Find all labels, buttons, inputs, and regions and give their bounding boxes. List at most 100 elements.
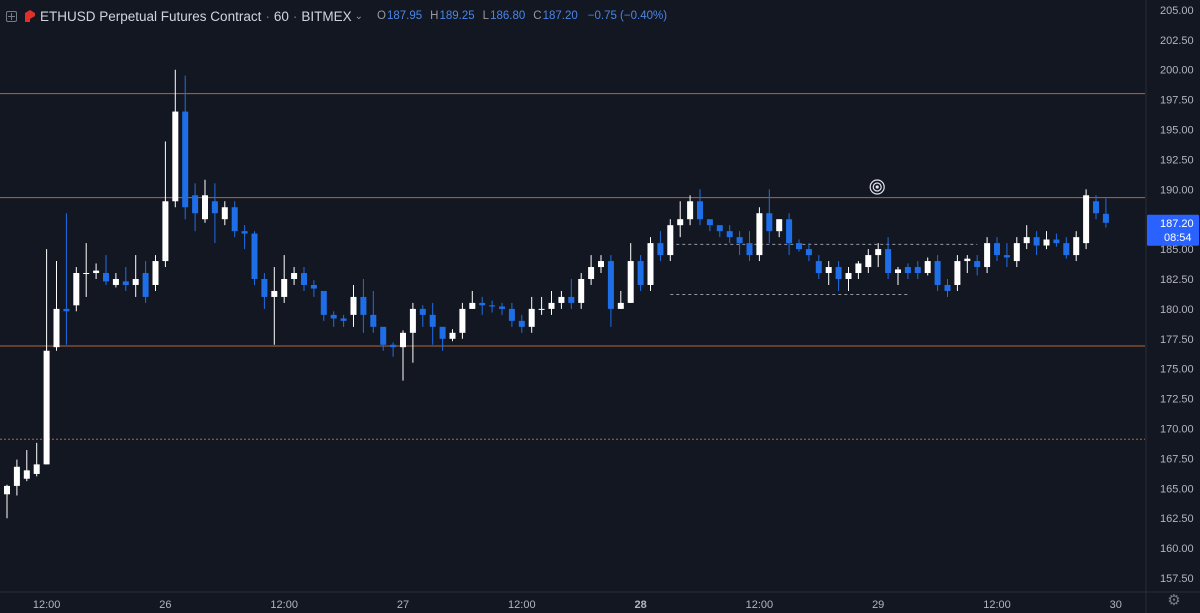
candle-body [1043,239,1050,246]
exchange-label[interactable]: BITMEX [301,8,352,24]
candle-body [271,290,278,297]
price-tick-label: 190.00 [1160,184,1194,196]
candle-body [617,302,624,309]
candle-body [697,201,703,220]
candle-body [904,267,911,274]
candle-body [93,270,100,274]
candle-body [469,302,476,309]
candle-body [400,332,406,348]
candle-body [766,213,773,232]
candle-body [231,207,238,232]
change-value: −0.75 (−0.40%) [587,10,668,22]
candle-body [73,273,80,306]
candle-body [934,261,941,285]
candle-body [994,243,1000,256]
candle-body [598,261,604,268]
price-tick-label: 182.50 [1160,274,1194,286]
candle-body [1003,255,1010,258]
candle-body [855,263,862,274]
candle-body [627,261,634,303]
candle-body [33,464,40,474]
candle-body [1033,237,1040,246]
candle-body [776,219,783,232]
candle-body [23,470,30,479]
high-key: H [430,10,439,22]
last-price-tag [1147,214,1199,246]
price-tick-label: 165.00 [1160,483,1194,495]
candle-body [578,279,585,303]
separator-dot: · [292,8,298,24]
candle-body [607,261,614,309]
candle-body [736,237,743,244]
candle-body [984,243,991,268]
candle-body [706,219,713,226]
candle-body [677,219,684,226]
low-key: L [482,10,490,22]
candle-body [944,284,951,291]
candle-body [657,243,664,256]
time-tick-label: 27 [397,599,409,611]
candle-body [291,273,298,279]
candle-body [588,267,595,279]
ohlc-values: O 187.95 H 189.25 L 186.80 C 187.20 −0.7… [377,10,667,22]
candle-body [439,326,446,339]
candle-body [1053,239,1060,244]
price-tick-label: 172.50 [1160,394,1194,406]
candle-body [360,296,367,315]
symbol-title[interactable]: ETHUSD Perpetual Futures Contract [40,8,262,24]
candle-body [192,195,199,214]
high-value: 189.25 [439,10,475,22]
price-tick-label: 180.00 [1160,304,1194,316]
candle-body [716,225,723,232]
time-tick-label: 12:00 [983,599,1011,611]
candle-body [954,261,961,285]
candle-body [221,207,228,220]
price-tick-label: 170.00 [1160,424,1194,436]
time-tick-label: 12:00 [746,599,774,611]
price-tick-label: 205.00 [1160,5,1194,17]
candle-body [528,308,535,327]
alert-icon-dot [875,185,879,189]
open-value: 187.95 [386,10,423,22]
candle-body [637,261,644,285]
price-tick-label: 202.50 [1160,35,1194,47]
candle-body [152,261,159,285]
candle-body [548,302,555,309]
candle-body [558,296,565,303]
gear-icon[interactable]: ⚙ [1167,592,1181,609]
candle-body [182,111,189,208]
price-tick-label: 185.00 [1160,244,1194,256]
chevron-down-icon[interactable]: ⌄ [354,10,364,22]
candle-body [330,314,337,319]
candle-body [796,243,802,250]
candle-body [835,267,842,279]
candle-body [1063,243,1070,256]
candle-body [162,201,169,262]
expand-icon[interactable] [6,10,17,22]
candle-body [13,466,20,486]
candle-body [301,273,307,285]
candle-body [83,273,90,275]
candle-body [390,344,397,348]
price-tick-label: 200.00 [1160,65,1194,77]
candle-body [1023,237,1030,244]
time-tick-label: 28 [634,599,646,611]
candle-body [647,243,654,285]
candle-body [449,332,456,339]
candle-body [687,201,694,220]
close-value: 187.20 [542,10,578,22]
candle-body [924,261,931,274]
candle-body [53,308,60,348]
candle-body [370,314,377,327]
interval-label[interactable]: 60 [273,8,289,24]
bitmex-logo-icon [25,10,35,22]
candle-body [43,350,50,465]
candle-body [974,261,981,268]
candle-body [726,231,733,238]
candle-body [805,249,812,256]
price-tick-label: 162.50 [1160,513,1194,525]
price-tick-label: 192.50 [1160,154,1194,166]
time-tick-label: 12:00 [33,599,61,611]
